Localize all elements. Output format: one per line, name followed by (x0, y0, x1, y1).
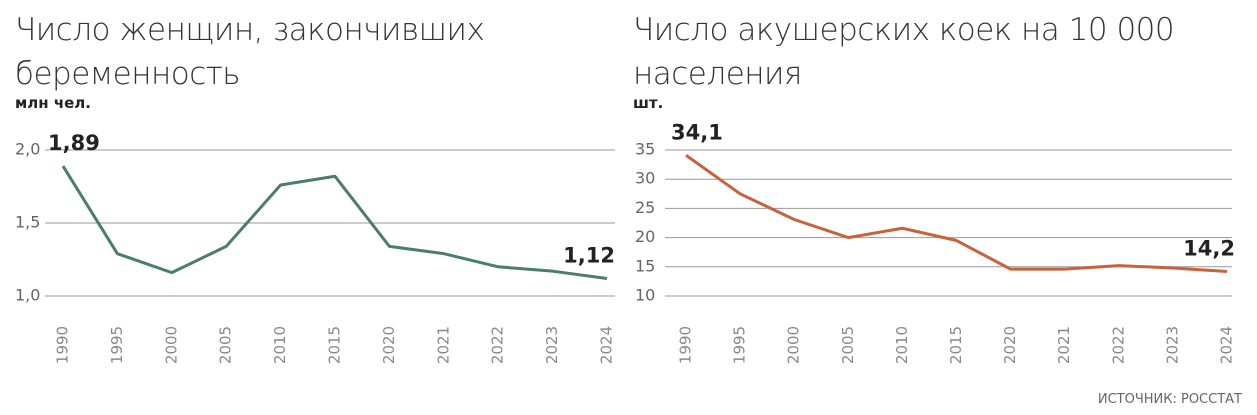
line (61, 165, 608, 280)
chart-title: Число женщин, закончивших беременность (15, 12, 485, 92)
y-tick-label: 15 (635, 256, 655, 275)
x-tick-label: 2005 (217, 326, 235, 364)
x-tick-label: 2020 (380, 326, 398, 364)
y-tick-label: 20 (635, 227, 655, 246)
x-tick-label: 1995 (731, 326, 749, 364)
x-tick-label: 2023 (1163, 326, 1181, 364)
y-tick-label: 1,5 (15, 213, 40, 232)
x-tick-label: 2021 (1055, 326, 1073, 364)
line (685, 154, 1228, 273)
x-tick-label: 2000 (785, 326, 803, 364)
y-tick-label: 10 (635, 286, 655, 305)
y-tick-label: 25 (635, 198, 655, 217)
x-tick-label: 2000 (162, 326, 180, 364)
x-tick-label: 2022 (489, 326, 507, 364)
y-tick-label: 2,0 (15, 140, 40, 159)
data-label: 1,89 (48, 131, 100, 155)
x-tick-label: 2015 (326, 326, 344, 364)
x-tick-label: 2010 (271, 326, 289, 364)
x-tick-label: 2021 (434, 326, 452, 364)
x-tick-label: 2023 (543, 326, 561, 364)
chart-title: Число акушерских коек на 10 000 населени… (633, 12, 1175, 92)
x-tick-label: 2010 (893, 326, 911, 364)
y-tick-label: 30 (635, 169, 655, 188)
x-tick-label: 2005 (839, 326, 857, 364)
source: ИСТОЧНИК: РОССТАТ (1097, 392, 1242, 407)
x-tick-label: 1990 (54, 326, 72, 364)
y-axis-label: шт. (633, 94, 664, 112)
data-label: 14,2 (1183, 236, 1235, 260)
y-tick-label: 35 (635, 140, 655, 159)
x-tick-label: 2024 (598, 326, 616, 364)
x-tick-label: 2024 (1218, 326, 1236, 364)
x-tick-label: 2020 (1001, 326, 1019, 364)
x-tick-label: 2015 (947, 326, 965, 364)
y-tick-label: 1,0 (15, 286, 40, 305)
x-tick-label: 1995 (108, 326, 126, 364)
y-axis-label: млн чел. (15, 94, 91, 112)
data-label: 34,1 (671, 120, 723, 144)
data-label: 1,12 (563, 243, 615, 267)
x-tick-label: 1990 (677, 326, 695, 364)
x-tick-label: 2022 (1109, 326, 1127, 364)
